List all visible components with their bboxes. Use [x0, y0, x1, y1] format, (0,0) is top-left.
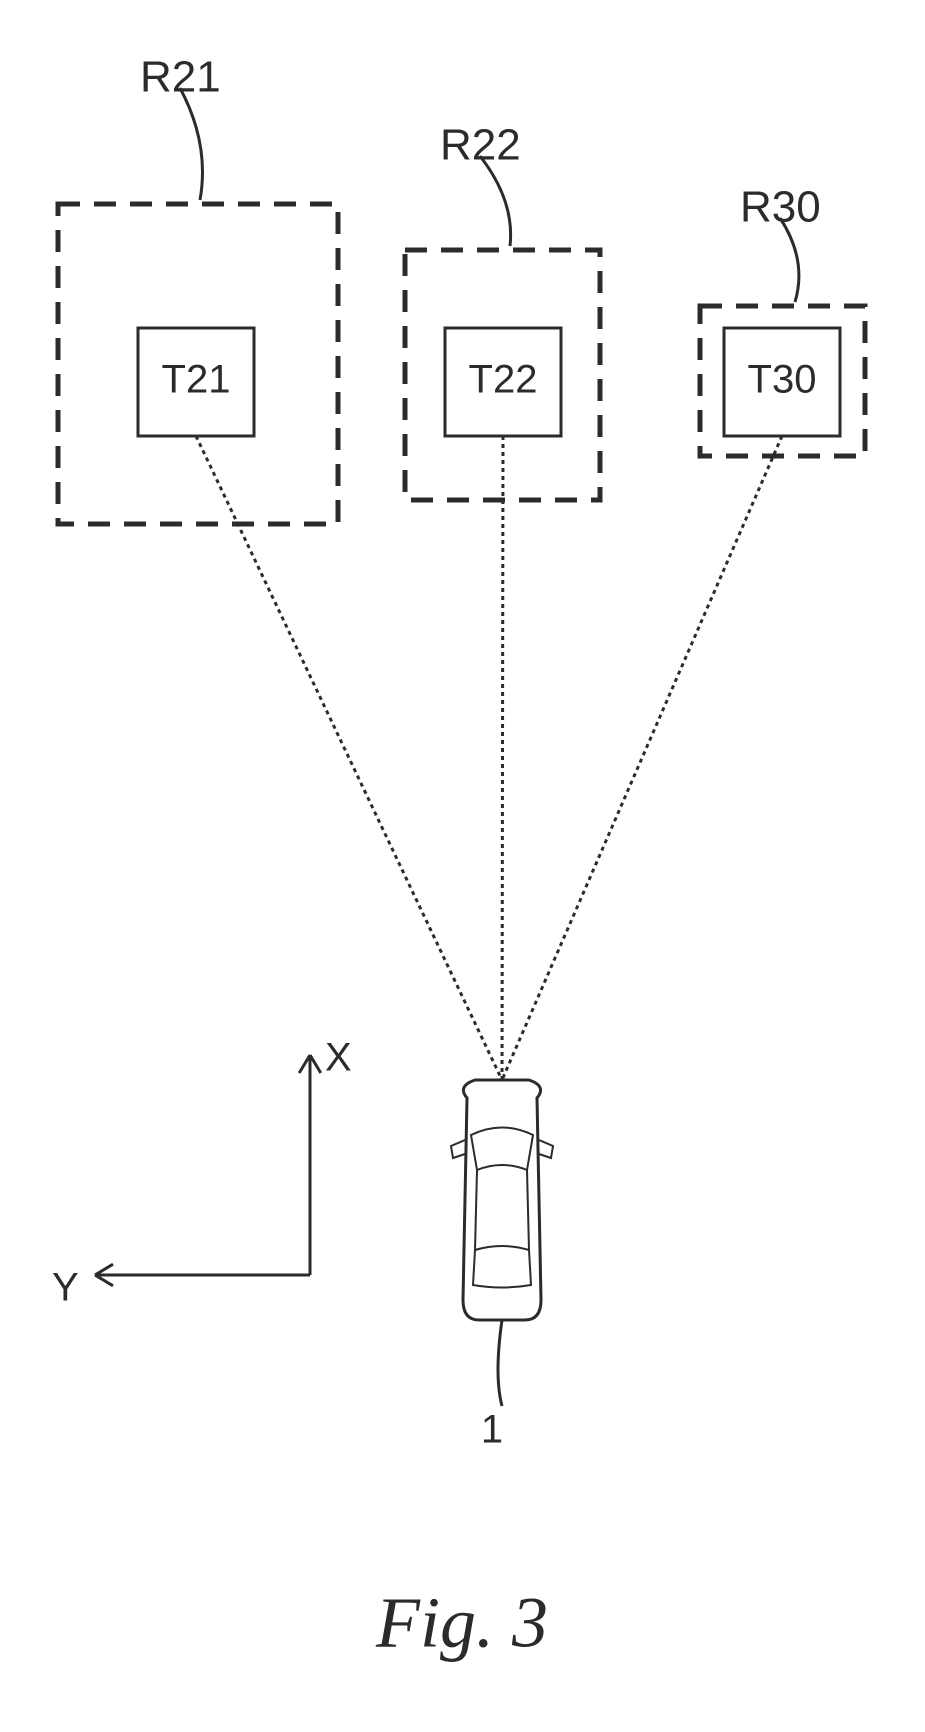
vehicle: [451, 1080, 553, 1320]
axis-x: [299, 1055, 321, 1275]
target-t30: T30: [724, 328, 840, 436]
target-label-t22: T22: [469, 358, 538, 402]
region-label-r22: R22: [440, 121, 521, 170]
target-t21: T21: [138, 328, 254, 436]
region-label-r21: R21: [140, 53, 221, 102]
vehicle-leader: [498, 1320, 502, 1406]
ray-t22: [502, 436, 503, 1080]
region-r22: R22: [405, 121, 600, 500]
axis-y-label: Y: [52, 1266, 79, 1310]
vehicle-label: 1: [481, 1408, 503, 1452]
region-label-r30: R30: [740, 183, 821, 232]
target-label-t30: T30: [748, 358, 817, 402]
ray-t21: [196, 436, 502, 1080]
target-t22: T22: [445, 328, 561, 436]
figure-caption: Fig. 3: [375, 1583, 548, 1663]
axis-x-label: X: [325, 1036, 352, 1080]
target-label-t21: T21: [162, 358, 231, 402]
axis-y: [95, 1264, 310, 1286]
ray-t30: [502, 436, 782, 1080]
region-r21: R21: [58, 53, 338, 524]
